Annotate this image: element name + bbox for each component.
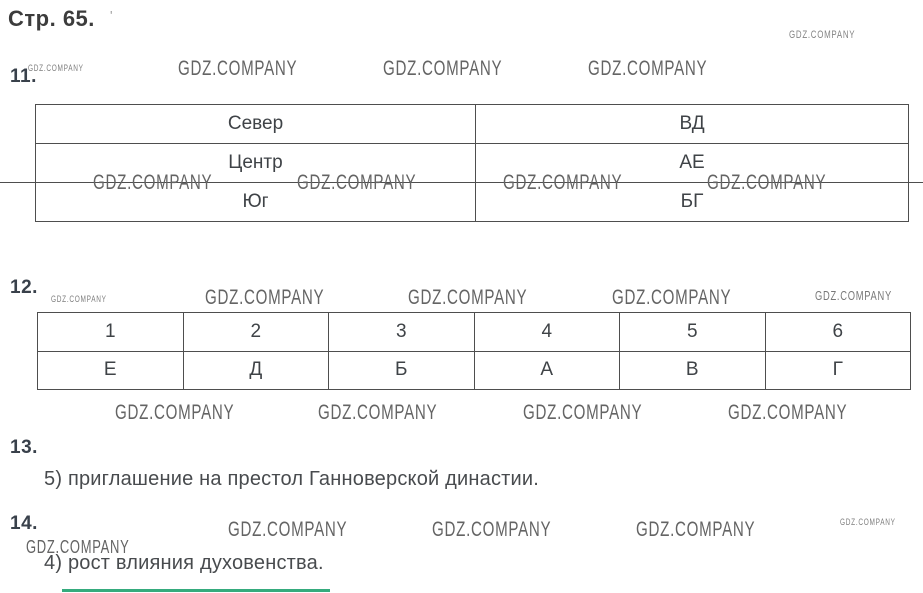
watermark: GDZ.COMPANY xyxy=(707,171,827,194)
watermark: GDZ.COMPANY xyxy=(728,401,848,424)
watermark: GDZ.COMPANY xyxy=(383,57,503,80)
table-row: Север ВД xyxy=(36,105,908,143)
watermark: GDZ.COMPANY xyxy=(408,286,528,309)
table-cell: Г xyxy=(764,351,911,389)
watermark: GDZ.COMPANY xyxy=(588,57,708,80)
answer-14: 4) рост влияния духовенства. xyxy=(44,552,324,574)
table-row: Центр АЕ xyxy=(36,143,908,182)
table-cell: Б xyxy=(328,351,474,389)
table-cell: ВД xyxy=(679,113,705,134)
table-cell: Юг xyxy=(36,183,476,221)
table-cell: 1 xyxy=(104,320,116,342)
table-cell: БГ xyxy=(680,191,704,212)
table-11: Север ВД Центр АЕ Юг БГ xyxy=(35,104,909,222)
watermark: GDZ.COMPANY xyxy=(178,57,298,80)
watermark: GDZ.COMPANY xyxy=(28,63,84,73)
table-row: 1 2 3 4 5 6 xyxy=(38,313,910,351)
table-cell: 3 xyxy=(328,313,474,351)
watermark: GDZ.COMPANY xyxy=(523,401,643,424)
watermark: GDZ.COMPANY xyxy=(789,29,856,41)
table-cell: 5 xyxy=(619,313,765,351)
table-cell: Д xyxy=(182,351,329,389)
table-cell: АЕ xyxy=(679,152,705,173)
table-cell: А xyxy=(473,351,620,389)
watermark-strike-line xyxy=(0,182,923,183)
watermark: GDZ.COMPANY xyxy=(815,288,892,303)
watermark: GDZ.COMPANY xyxy=(612,286,732,309)
table-cell: Центр xyxy=(36,144,476,182)
table-12: 1 2 3 4 5 6 Е Д Б А В Г xyxy=(37,312,911,390)
watermark: GDZ.COMPANY xyxy=(318,401,438,424)
table-cell: 2 xyxy=(182,313,329,351)
watermark: GDZ.COMPANY xyxy=(636,518,756,541)
watermark: GDZ.COMPANY xyxy=(228,518,348,541)
section-12-number: 12. xyxy=(10,277,38,298)
watermark: GDZ.COMPANY xyxy=(51,294,107,304)
section-11-number: 11. xyxy=(10,66,37,87)
watermark: GDZ.COMPANY xyxy=(503,171,623,194)
table-cell: Е xyxy=(103,359,117,381)
table-cell: 4 xyxy=(473,313,620,351)
page-edge-line xyxy=(62,589,330,592)
table-cell: В xyxy=(619,351,765,389)
table-cell: Север xyxy=(36,105,476,143)
watermark: GDZ.COMPANY xyxy=(297,171,417,194)
section-14-number: 14. xyxy=(10,513,38,534)
watermark: GDZ.COMPANY xyxy=(205,286,325,309)
watermark: GDZ.COMPANY xyxy=(115,401,235,424)
watermark: GDZ.COMPANY xyxy=(93,171,213,194)
table-row: Е Д Б А В Г xyxy=(38,350,911,389)
page-title: Стр. 65. xyxy=(8,6,95,31)
section-13-number: 13. xyxy=(10,437,38,458)
table-cell: 6 xyxy=(764,313,911,351)
watermark: GDZ.COMPANY xyxy=(26,537,130,557)
watermark: GDZ.COMPANY xyxy=(432,518,552,541)
stray-mark: ' xyxy=(110,8,113,23)
answer-13: 5) приглашение на престол Ганноверской д… xyxy=(44,468,540,490)
watermark: GDZ.COMPANY xyxy=(840,517,896,527)
